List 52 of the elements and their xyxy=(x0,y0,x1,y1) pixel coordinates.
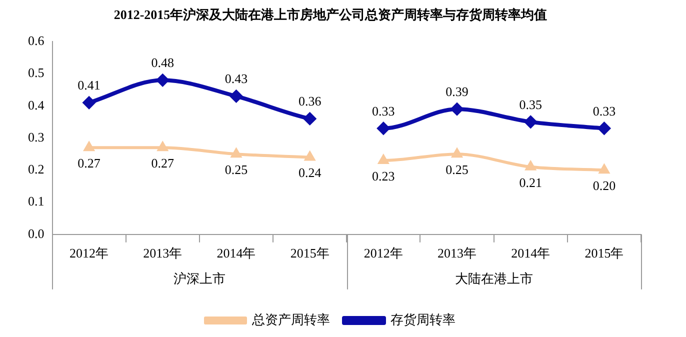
point xyxy=(304,152,315,161)
point xyxy=(598,122,610,134)
point xyxy=(377,122,390,134)
data-label: 0.48 xyxy=(151,55,174,70)
y-tick-label: 0.6 xyxy=(28,33,45,48)
x-tick-label: 2013年 xyxy=(143,246,182,261)
data-label: 0.27 xyxy=(151,156,175,171)
y-tick-label: 0.1 xyxy=(28,194,44,209)
x-tick-label: 2014年 xyxy=(511,246,550,261)
point xyxy=(304,112,316,125)
point xyxy=(83,96,96,109)
point xyxy=(599,164,610,174)
data-label: 0.39 xyxy=(446,84,468,99)
point xyxy=(452,148,462,158)
point xyxy=(158,142,168,152)
point xyxy=(451,103,464,116)
x-tick-label: 2015年 xyxy=(584,246,624,261)
data-label: 0.25 xyxy=(224,162,248,177)
data-label: 0.21 xyxy=(519,174,542,190)
data-label: 0.23 xyxy=(372,168,395,184)
point xyxy=(378,154,388,164)
point xyxy=(524,116,537,128)
data-label: 0.33 xyxy=(592,103,616,118)
y-tick-label: 0.4 xyxy=(28,97,45,112)
legend-label: 存货周转率 xyxy=(390,312,456,327)
data-label: 0.41 xyxy=(78,78,100,93)
data-label: 0.27 xyxy=(78,156,101,171)
text: 大陆在港上市 xyxy=(454,270,533,286)
point xyxy=(84,142,94,152)
x-tick-label: 2012年 xyxy=(364,246,403,261)
data-label: 0.36 xyxy=(298,94,322,109)
point xyxy=(156,74,169,86)
data-label: 0.43 xyxy=(224,71,248,86)
chart-title: 2012-2015年沪深及大陆在港上市房地产公司总资产周转率与存货周转率均值 xyxy=(114,7,548,22)
data-label: 0.20 xyxy=(592,178,616,194)
data-label: 0.24 xyxy=(298,165,322,180)
legend-label: 总资产周转率 xyxy=(251,312,330,327)
x-tick-label: 2014年 xyxy=(216,246,256,261)
point xyxy=(230,90,242,102)
x-tick-label: 2013年 xyxy=(438,246,477,261)
point xyxy=(231,148,242,158)
x-tick-label: 2015年 xyxy=(290,246,330,261)
point xyxy=(526,161,536,170)
y-tick-label: 0.0 xyxy=(28,226,44,241)
y-tick-label: 0.2 xyxy=(28,162,44,177)
x-tick-label: 2012年 xyxy=(70,246,109,261)
y-tick-label: 0.5 xyxy=(28,65,44,80)
data-label: 0.35 xyxy=(519,96,542,112)
text: 沪深上市 xyxy=(173,270,226,286)
data-label: 0.33 xyxy=(372,103,395,118)
data-label: 0.25 xyxy=(446,162,468,177)
y-tick-label: 0.3 xyxy=(28,129,44,144)
